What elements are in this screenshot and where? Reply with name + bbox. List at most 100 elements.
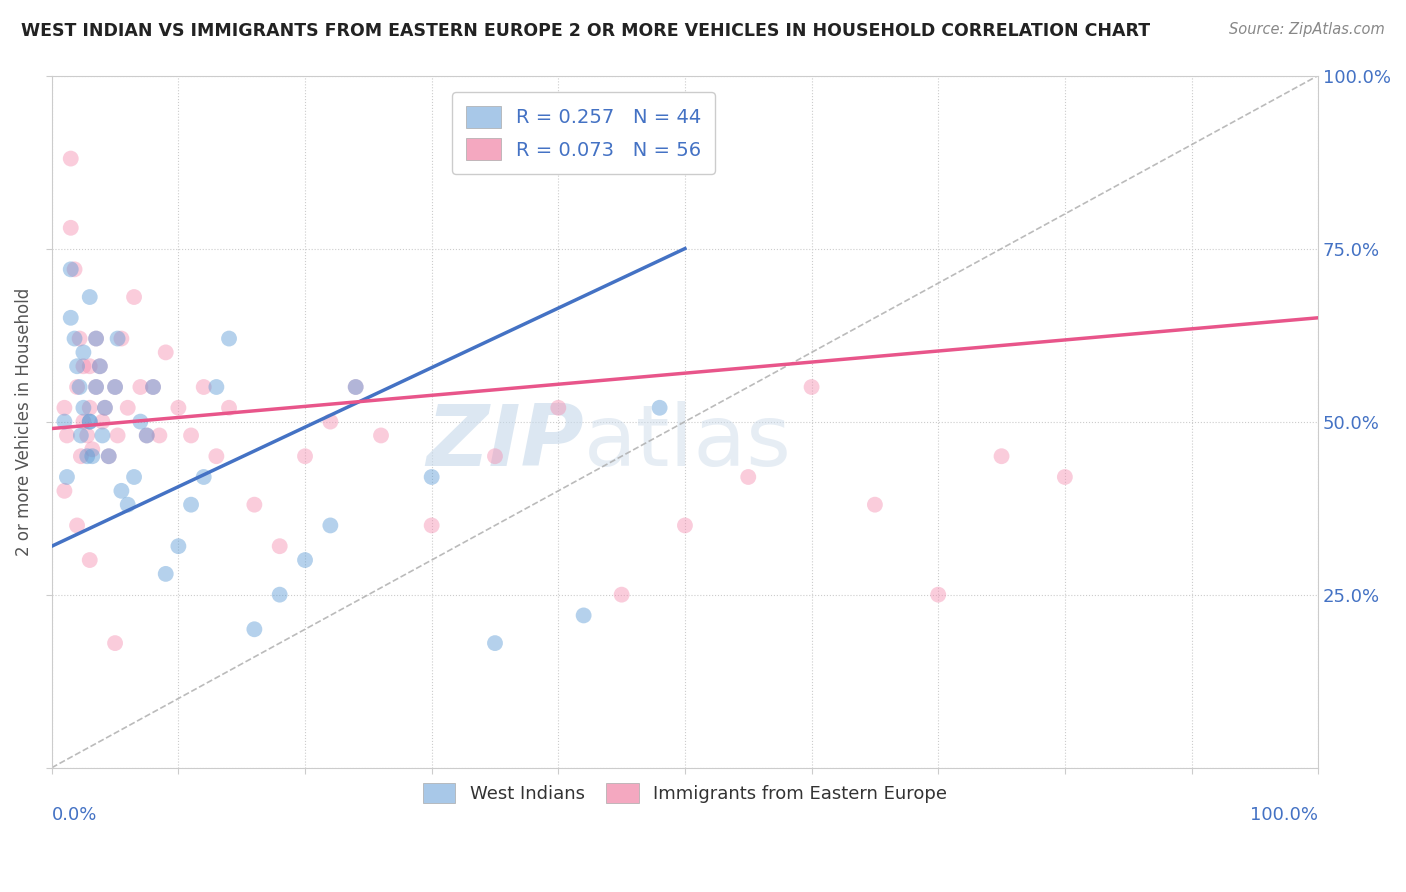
- Point: [122, 290, 145, 304]
- Point: [82, 442, 104, 457]
- Point: [129, 380, 152, 394]
- Point: [218, 401, 240, 415]
- Text: 0.0%: 0.0%: [52, 805, 97, 824]
- Point: [79, 415, 101, 429]
- Point: [193, 380, 215, 394]
- Point: [82, 449, 104, 463]
- Point: [370, 428, 392, 442]
- Point: [294, 449, 316, 463]
- Point: [84, 332, 107, 346]
- Point: [56, 470, 79, 484]
- Point: [84, 332, 107, 346]
- Point: [800, 380, 823, 394]
- Point: [344, 380, 367, 394]
- Point: [59, 262, 82, 277]
- Point: [135, 428, 157, 442]
- Point: [129, 415, 152, 429]
- Point: [319, 518, 342, 533]
- Point: [104, 636, 127, 650]
- Point: [97, 449, 120, 463]
- Point: [135, 428, 157, 442]
- Point: [89, 359, 111, 374]
- Point: [420, 518, 443, 533]
- Point: [110, 332, 132, 346]
- Point: [107, 428, 129, 442]
- Point: [167, 539, 190, 553]
- Point: [167, 401, 190, 415]
- Point: [610, 588, 633, 602]
- Point: [84, 380, 107, 394]
- Point: [72, 359, 94, 374]
- Legend: West Indians, Immigrants from Eastern Europe: West Indians, Immigrants from Eastern Eu…: [415, 775, 955, 811]
- Point: [243, 498, 266, 512]
- Point: [104, 380, 127, 394]
- Point: [84, 380, 107, 394]
- Point: [53, 415, 76, 429]
- Point: [122, 470, 145, 484]
- Point: [94, 401, 117, 415]
- Point: [484, 449, 506, 463]
- Text: Source: ZipAtlas.com: Source: ZipAtlas.com: [1229, 22, 1385, 37]
- Point: [79, 401, 101, 415]
- Point: [69, 332, 91, 346]
- Point: [205, 449, 228, 463]
- Point: [420, 470, 443, 484]
- Point: [66, 359, 89, 374]
- Point: [79, 290, 101, 304]
- Point: [155, 345, 177, 359]
- Point: [56, 428, 79, 442]
- Point: [269, 539, 291, 553]
- Point: [117, 401, 139, 415]
- Point: [66, 518, 89, 533]
- Point: [294, 553, 316, 567]
- Point: [72, 415, 94, 429]
- Point: [76, 428, 98, 442]
- Point: [59, 310, 82, 325]
- Point: [1053, 470, 1076, 484]
- Text: ZIP: ZIP: [426, 401, 583, 483]
- Point: [673, 518, 696, 533]
- Point: [53, 401, 76, 415]
- Point: [205, 380, 228, 394]
- Point: [155, 566, 177, 581]
- Point: [70, 449, 93, 463]
- Point: [180, 498, 202, 512]
- Point: [218, 332, 240, 346]
- Point: [484, 636, 506, 650]
- Point: [648, 401, 671, 415]
- Point: [59, 152, 82, 166]
- Text: WEST INDIAN VS IMMIGRANTS FROM EASTERN EUROPE 2 OR MORE VEHICLES IN HOUSEHOLD CO: WEST INDIAN VS IMMIGRANTS FROM EASTERN E…: [21, 22, 1150, 40]
- Point: [72, 401, 94, 415]
- Point: [990, 449, 1012, 463]
- Point: [63, 262, 86, 277]
- Point: [79, 359, 101, 374]
- Point: [572, 608, 595, 623]
- Point: [927, 588, 949, 602]
- Point: [117, 498, 139, 512]
- Point: [76, 449, 98, 463]
- Point: [180, 428, 202, 442]
- Point: [66, 380, 89, 394]
- Point: [863, 498, 886, 512]
- Point: [91, 415, 114, 429]
- Point: [91, 428, 114, 442]
- Point: [89, 359, 111, 374]
- Text: atlas: atlas: [583, 401, 792, 483]
- Point: [148, 428, 170, 442]
- Point: [69, 380, 91, 394]
- Point: [59, 220, 82, 235]
- Point: [79, 553, 101, 567]
- Point: [142, 380, 165, 394]
- Point: [97, 449, 120, 463]
- Point: [63, 332, 86, 346]
- Point: [110, 483, 132, 498]
- Point: [243, 622, 266, 636]
- Point: [142, 380, 165, 394]
- Point: [319, 415, 342, 429]
- Point: [547, 401, 569, 415]
- Point: [94, 401, 117, 415]
- Point: [70, 428, 93, 442]
- Point: [269, 588, 291, 602]
- Point: [104, 380, 127, 394]
- Point: [79, 415, 101, 429]
